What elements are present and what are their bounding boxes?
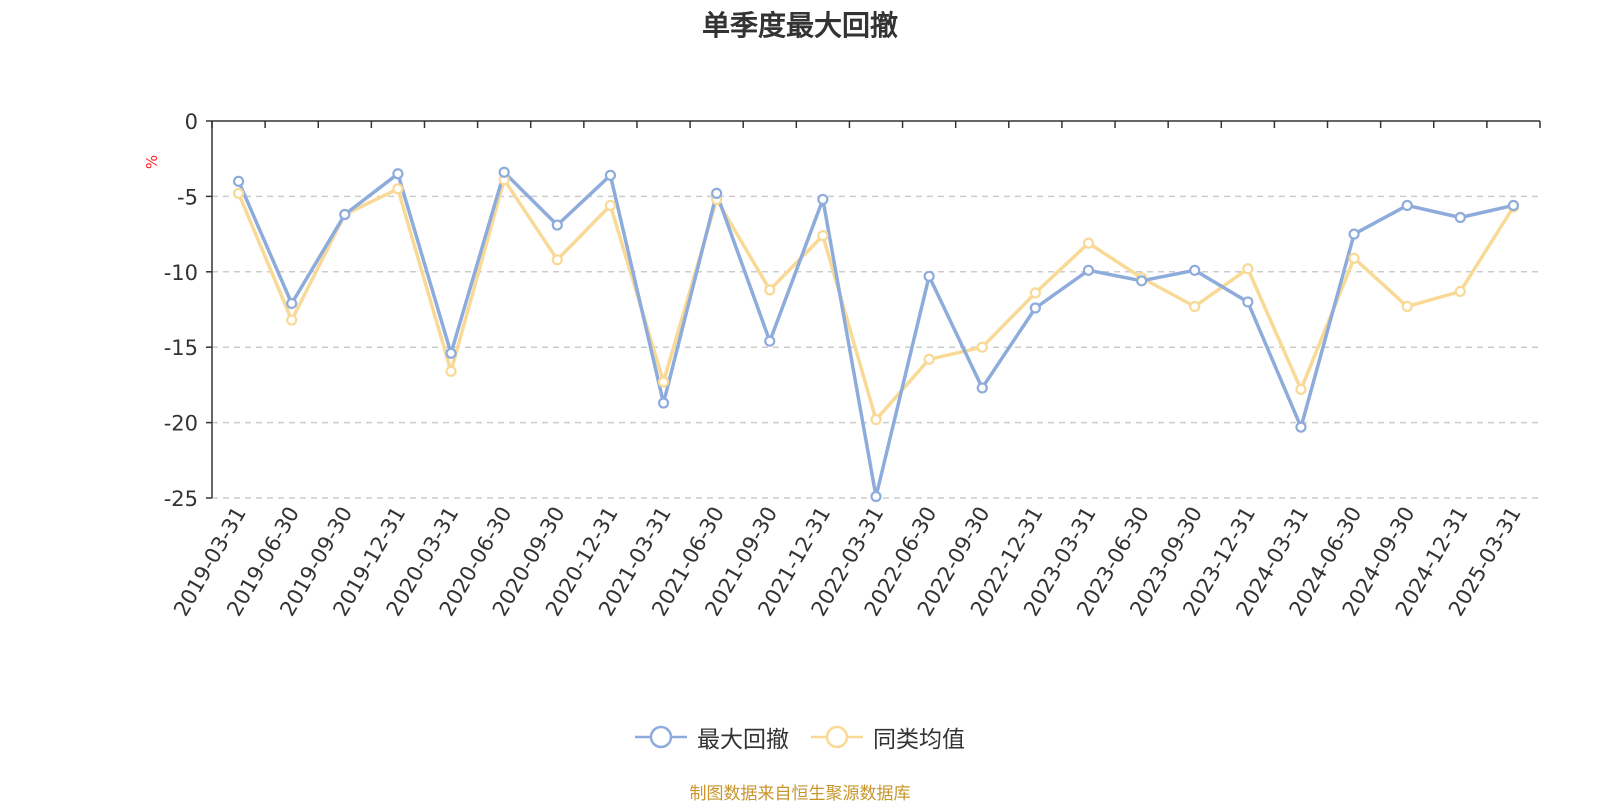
y-tick-label: -5 [177, 185, 198, 209]
data-point [764, 335, 776, 347]
y-axis-label: % [143, 155, 161, 169]
data-point [1348, 252, 1360, 264]
data-point [232, 187, 245, 199]
data-point [1401, 300, 1413, 313]
chart-title: 单季度最大回撤 [701, 9, 898, 42]
data-point [923, 353, 935, 365]
data-point [1082, 237, 1095, 249]
legend: 最大回撤 同类均值 [0, 720, 1600, 754]
data-point [392, 183, 404, 195]
data-point [870, 490, 882, 503]
data-point [1082, 264, 1095, 276]
data-point [923, 270, 935, 282]
data-point [870, 413, 882, 426]
data-point [1135, 275, 1148, 287]
data-point [976, 382, 988, 394]
data-point [1348, 228, 1360, 240]
data-point [1242, 296, 1254, 308]
data-point [1029, 302, 1041, 314]
data-point [286, 314, 298, 326]
legend-label: 同类均值 [873, 727, 965, 753]
data-point [1507, 199, 1520, 212]
data-point [1029, 287, 1041, 299]
source-footnote: 制图数据来自恒生聚源数据库 [689, 784, 911, 804]
legend-marker-icon [811, 725, 863, 749]
grid-lines [212, 195, 1540, 499]
data-point [1189, 300, 1201, 313]
legend-label: 最大回撤 [697, 727, 789, 753]
data-point [604, 169, 617, 181]
data-point [711, 187, 723, 199]
data-point [1454, 211, 1466, 224]
legend-item[interactable]: 同类均值 [811, 720, 965, 754]
data-point [392, 168, 404, 180]
data-point [232, 175, 245, 187]
data-point [1295, 383, 1307, 396]
data-point [604, 199, 617, 212]
y-tick-label: -20 [164, 412, 198, 436]
axes: 0-5-10-15-20-25%2019-03-312019-06-302019… [143, 110, 1541, 620]
y-tick-label: -25 [164, 487, 198, 511]
y-tick-label: -15 [164, 336, 198, 360]
data-point [498, 166, 510, 178]
series-lines [232, 166, 1520, 503]
y-tick-label: -10 [164, 261, 198, 285]
data-point [764, 284, 776, 296]
data-point [1295, 421, 1307, 433]
data-point [657, 376, 670, 388]
data-point [657, 397, 670, 409]
data-point [445, 365, 457, 377]
data-point [1242, 263, 1254, 275]
data-point [1454, 285, 1466, 298]
data-point [286, 297, 298, 310]
legend-marker-icon [635, 725, 687, 749]
data-point [817, 193, 829, 206]
series-line [236, 178, 1515, 422]
data-point [976, 341, 988, 353]
data-point [1401, 199, 1413, 212]
legend-item[interactable]: 最大回撤 [635, 720, 789, 754]
data-point [551, 254, 563, 266]
data-point [339, 208, 351, 221]
data-point [1189, 264, 1201, 276]
data-point [445, 347, 457, 359]
data-point [551, 219, 563, 231]
data-point [817, 230, 829, 242]
y-tick-label: 0 [185, 110, 198, 134]
